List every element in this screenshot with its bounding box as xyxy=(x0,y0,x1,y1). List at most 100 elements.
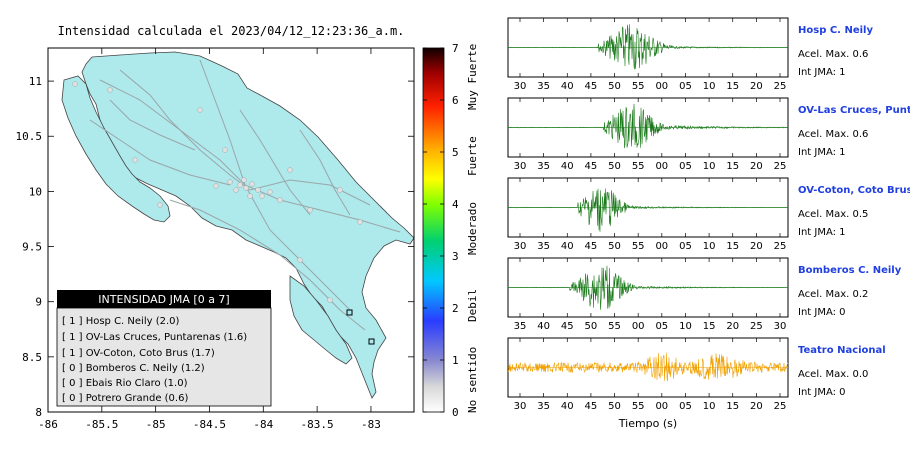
waveform-trace xyxy=(507,103,788,149)
time-tick-label: 50 xyxy=(608,81,621,92)
station-name: OV-Las Cruces, Puntar xyxy=(798,105,910,116)
peak-acceleration: Acel. Max. 0.5 xyxy=(798,209,868,220)
time-tick-label: 45 xyxy=(585,81,598,92)
legend-item: [ 1 ] OV-Las Cruces, Puntarenas (1.6) xyxy=(62,332,247,343)
colorbar-tick-label: 1 xyxy=(452,354,459,367)
time-tick-label: 35 xyxy=(514,321,527,332)
time-tick-label: 35 xyxy=(537,161,550,172)
time-tick-label: 15 xyxy=(726,401,739,412)
time-tick-label: 20 xyxy=(750,241,763,252)
peak-acceleration: Acel. Max. 0.2 xyxy=(798,289,868,300)
peak-acceleration: Acel. Max. 0.6 xyxy=(798,129,868,140)
colorbar-label-no-sentido: No sentido xyxy=(466,347,479,413)
time-tick-label: 30 xyxy=(514,161,527,172)
colorbar-tick-label: 0 xyxy=(452,406,459,419)
time-tick-label: 10 xyxy=(703,161,716,172)
map-x-axis: -86 -85.5 -85 -84.5 -84 -83.5 -83 xyxy=(38,48,381,431)
map-y-tick-label: 9 xyxy=(35,296,42,309)
time-tick-label: 20 xyxy=(750,161,763,172)
time-tick-label: 30 xyxy=(514,401,527,412)
intensity-legend: INTENSIDAD JMA [0 a 7] [ 1 ] Hosp C. Nei… xyxy=(56,290,272,407)
time-tick-label: 25 xyxy=(774,81,787,92)
time-tick-label: 35 xyxy=(537,401,550,412)
time-tick-label: 50 xyxy=(608,161,621,172)
time-tick-label: 50 xyxy=(608,401,621,412)
station-name: Teatro Nacional xyxy=(798,345,886,356)
map-frame xyxy=(47,47,415,413)
time-tick-label: 30 xyxy=(514,241,527,252)
time-tick-label: 05 xyxy=(679,81,692,92)
legend-item: [ 0 ] Bomberos C. Neily (1.2) xyxy=(62,363,205,374)
road-network xyxy=(89,59,401,331)
time-tick-label: 55 xyxy=(632,241,645,252)
time-tick-label: 05 xyxy=(679,161,692,172)
jma-intensity: Int JMA: 1 xyxy=(798,227,846,238)
time-tick-label: 20 xyxy=(726,321,739,332)
station-name: Hosp C. Neily xyxy=(798,25,873,36)
legend-title: INTENSIDAD JMA [0 a 7] xyxy=(98,293,229,306)
waveform-panel: 30 35 40 45 50 55 00 05 10 15 20 25 OV-Las Cruces, P… xyxy=(507,97,910,172)
time-tick-label: 15 xyxy=(726,241,739,252)
time-tick-label: 40 xyxy=(537,321,550,332)
map-y-tick-label: 9.5 xyxy=(22,241,42,254)
time-tick-label: 55 xyxy=(632,401,645,412)
legend-item: [ 0 ] Ebais Rio Claro (1.0) xyxy=(62,378,188,389)
time-tick-label: 10 xyxy=(703,81,716,92)
time-tick-label: 15 xyxy=(726,161,739,172)
map-y-tick-label: 11 xyxy=(29,75,42,88)
time-tick-label: 35 xyxy=(537,81,550,92)
time-tick-label: 05 xyxy=(679,241,692,252)
colorbar-tick-label: 3 xyxy=(452,250,459,263)
jma-intensity: Int JMA: 0 xyxy=(798,387,846,398)
map-x-tick-label: -86 xyxy=(38,418,58,431)
peak-acceleration: Acel. Max. 0.6 xyxy=(798,49,868,60)
waveform-trace xyxy=(507,188,789,232)
time-tick-label: 30 xyxy=(774,321,787,332)
waveform-panel: 30 35 40 45 50 55 00 05 10 15 20 25 Hosp C. Neily Ace… xyxy=(507,17,873,92)
colorbar-label-muy-fuerte: Muy Fuerte xyxy=(466,44,479,110)
jma-intensity: Int JMA: 1 xyxy=(798,147,846,158)
map-title: Intensidad calculada el 2023/04/12_12:23… xyxy=(58,24,405,38)
time-tick-label: 15 xyxy=(703,321,716,332)
time-tick-label: 45 xyxy=(561,321,574,332)
peak-acceleration: Acel. Max. 0.0 xyxy=(798,369,868,380)
time-tick-label: 00 xyxy=(632,321,645,332)
legend-header xyxy=(57,290,271,308)
colorbar-tick-label: 4 xyxy=(452,198,459,211)
map-x-tick-label: -83.5 xyxy=(301,418,334,431)
colorbar-tick-label: 6 xyxy=(452,94,459,107)
legend-item: [ 0 ] Potrero Grande (0.6) xyxy=(62,393,188,404)
time-tick-label: 35 xyxy=(537,241,550,252)
intensity-colorbar: 0 1 2 3 4 5 6 7 No sentido Debil Moderado Fuert… xyxy=(422,42,479,419)
map-y-axis: 11 10.5 10 9.5 9 8.5 8 xyxy=(16,75,414,419)
colorbar-gradient xyxy=(422,47,445,413)
time-tick-label: 40 xyxy=(561,241,574,252)
time-tick-label: 45 xyxy=(585,241,598,252)
station-dots xyxy=(72,81,363,303)
time-tick-label: 05 xyxy=(655,321,668,332)
colorbar-label-debil: Debil xyxy=(466,289,479,322)
station-marker xyxy=(346,309,353,316)
nicoya-peninsula xyxy=(61,75,171,223)
time-tick-label: 40 xyxy=(561,401,574,412)
time-tick-label: 25 xyxy=(774,401,787,412)
colorbar-ticks: 0 1 2 3 4 5 6 7 xyxy=(423,42,459,419)
jma-intensity: Int JMA: 1 xyxy=(798,67,846,78)
time-tick-label: 55 xyxy=(608,321,621,332)
legend-item: [ 1 ] Hosp C. Neily (2.0) xyxy=(62,316,180,327)
time-tick-label: 10 xyxy=(703,401,716,412)
map-y-tick-label: 8.5 xyxy=(22,351,42,364)
waveform-panel: 35 40 45 50 55 00 05 10 15 20 25 30 Bomberos C. Neil… xyxy=(507,257,902,332)
map-y-tick-label: 10 xyxy=(29,185,42,198)
time-tick-label: 00 xyxy=(655,401,668,412)
map-x-tick-label: -83 xyxy=(361,418,381,431)
map-y-tick-label: 10.5 xyxy=(16,130,43,143)
time-tick-label: 50 xyxy=(585,321,598,332)
jma-intensity: Int JMA: 0 xyxy=(798,307,846,318)
time-tick-label: 25 xyxy=(750,321,763,332)
time-tick-label: 10 xyxy=(703,241,716,252)
time-tick-label: 25 xyxy=(774,241,787,252)
colorbar-tick-label: 2 xyxy=(452,302,459,315)
time-tick-label: 00 xyxy=(655,81,668,92)
